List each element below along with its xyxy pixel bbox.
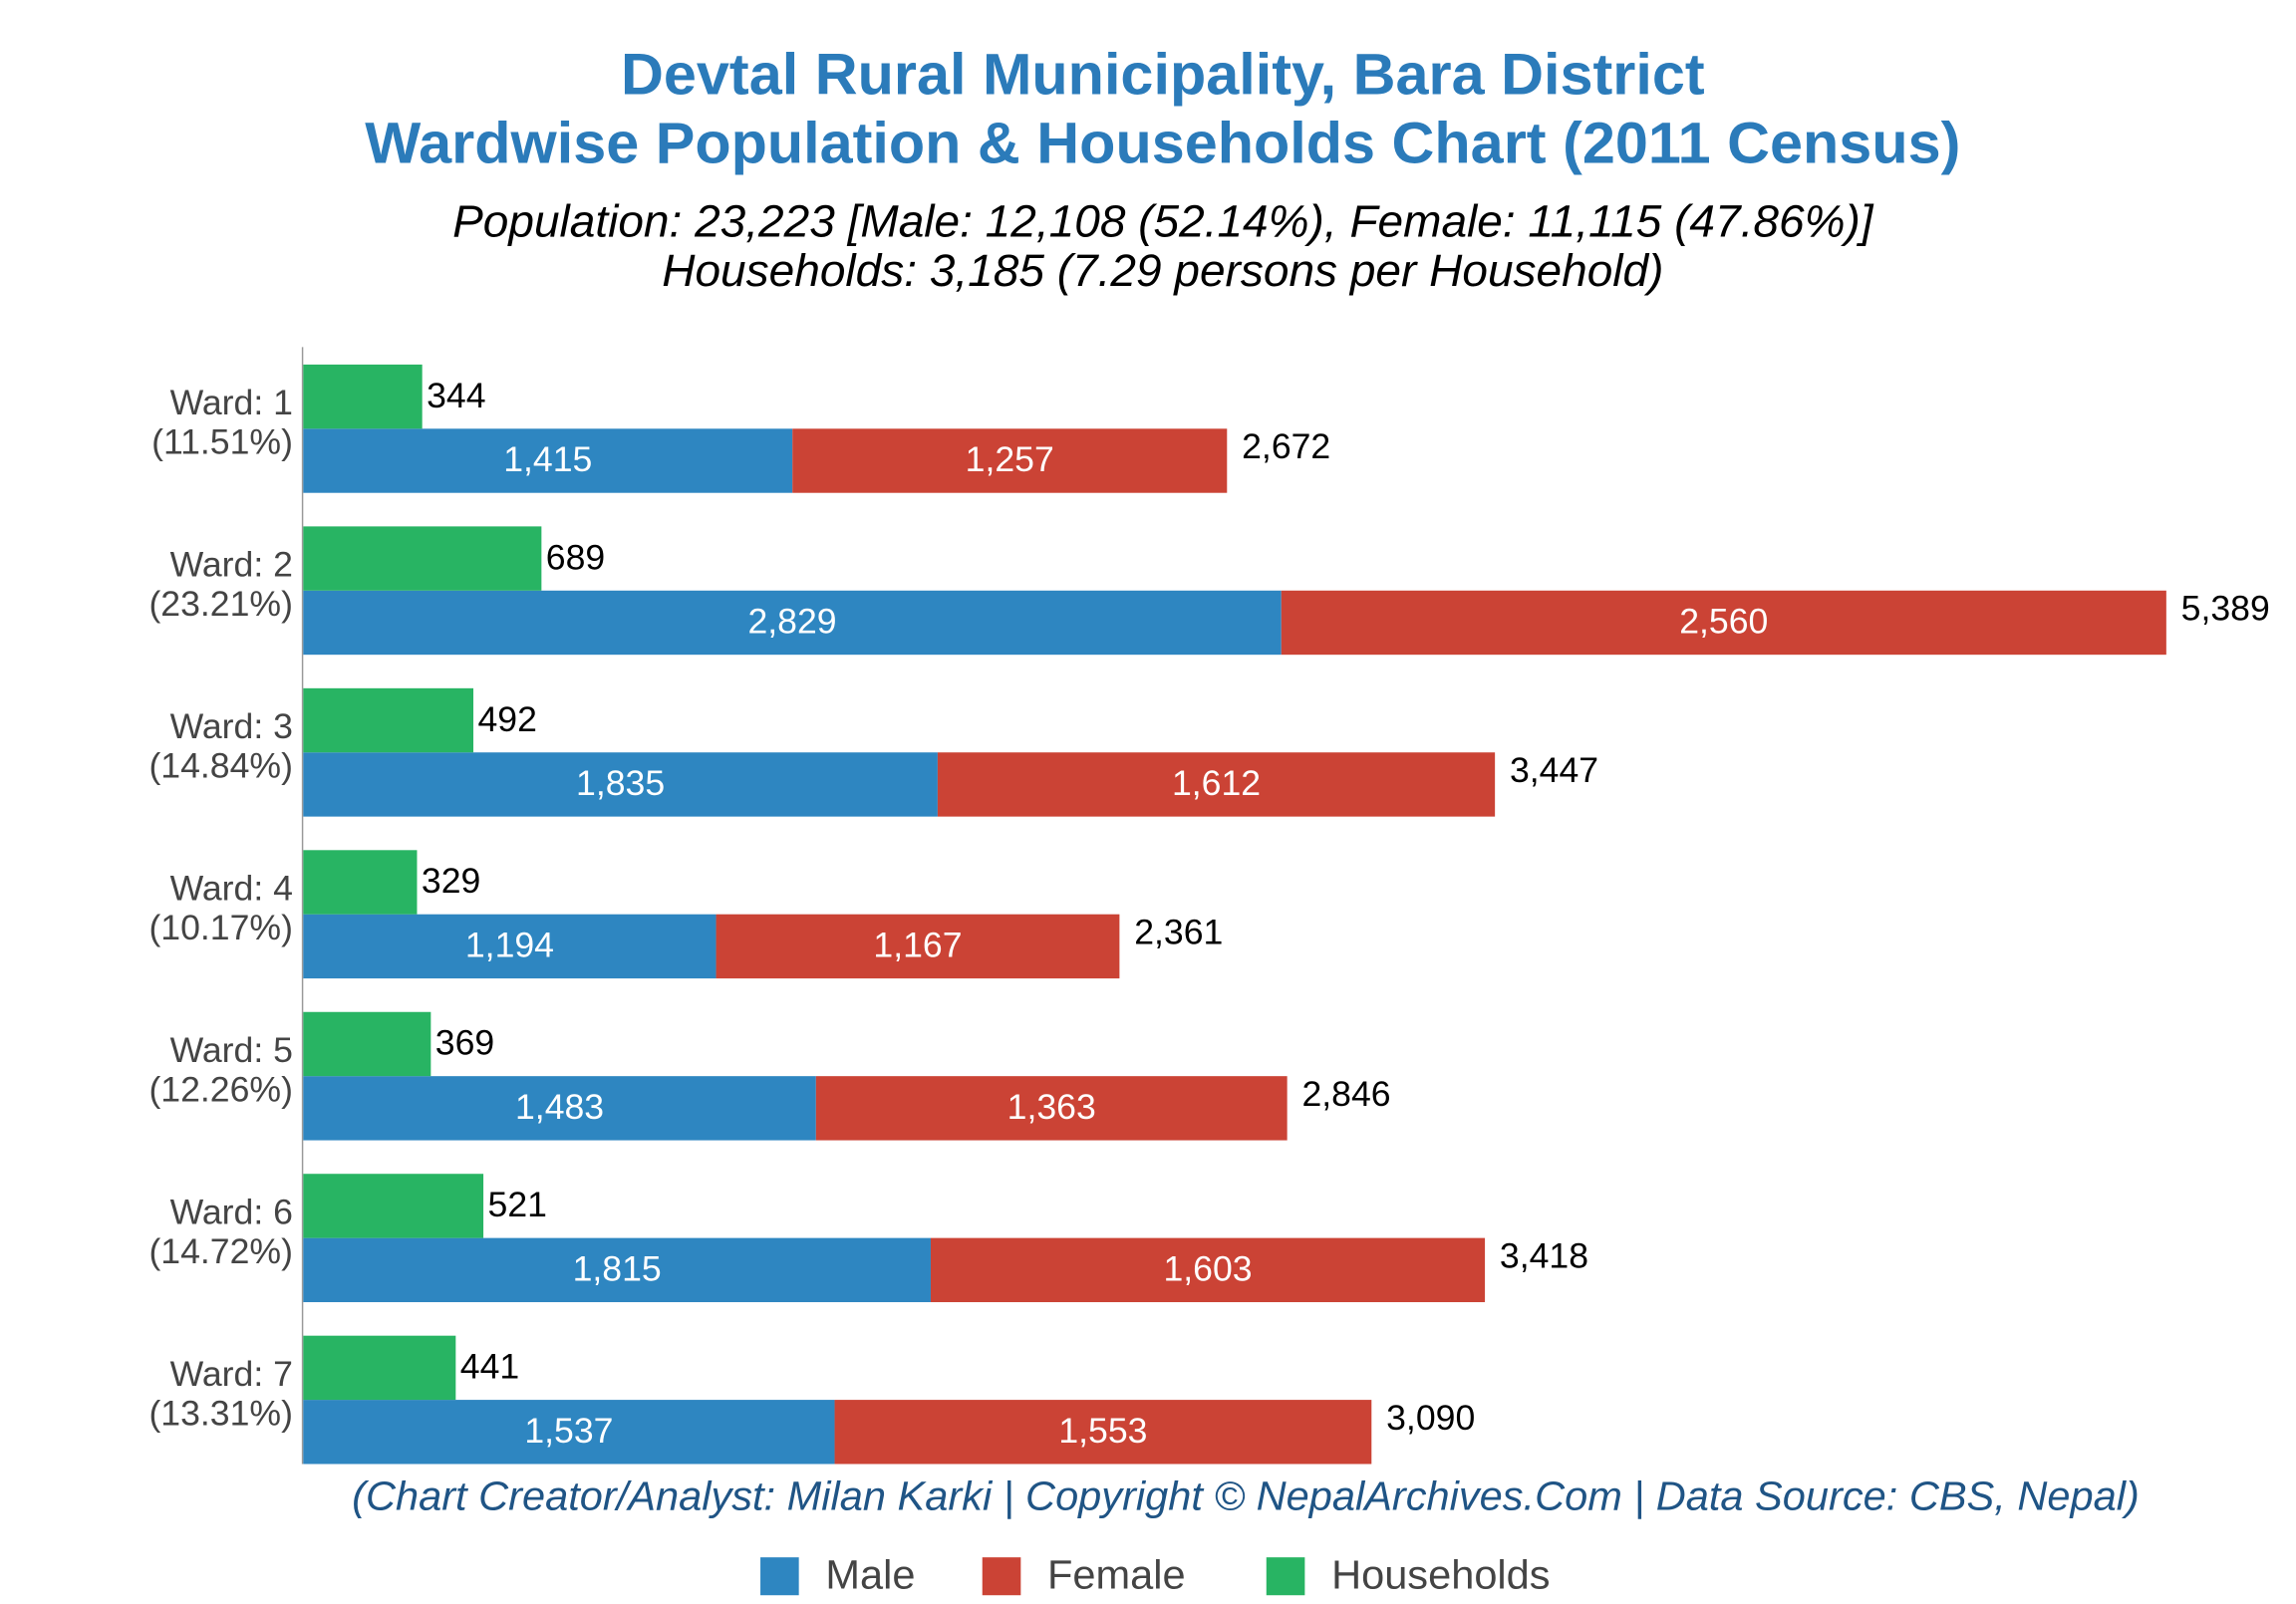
bar	[303, 590, 1282, 656]
bar	[303, 364, 423, 429]
y-tick-label: (13.31%)	[148, 1395, 292, 1434]
chart-subtitle: Population: 23,223 [Male: 12,108 (52.14%…	[452, 196, 1874, 247]
data-label: 344	[427, 377, 485, 415]
bar	[937, 752, 1496, 817]
y-tick-label: Ward: 2	[170, 546, 293, 585]
data-label: 492	[477, 700, 536, 739]
bar	[303, 1174, 484, 1238]
y-tick-label: Ward: 6	[170, 1194, 293, 1232]
bar	[303, 1076, 816, 1141]
bar	[303, 428, 793, 493]
data-label: 521	[488, 1186, 547, 1224]
data-label: 441	[460, 1348, 519, 1387]
bar	[716, 914, 1120, 979]
bar	[303, 526, 542, 591]
data-label: 1,815	[573, 1250, 662, 1289]
legend-label: Female	[1047, 1552, 1186, 1598]
bar	[303, 752, 938, 817]
data-label: 2,560	[1679, 603, 1768, 642]
chart-title: Devtal Rural Municipality, Bara District	[621, 43, 1705, 108]
y-tick-label: (12.26%)	[148, 1071, 292, 1110]
y-tick-label: (10.17%)	[148, 909, 292, 947]
total-label: 2,361	[1134, 914, 1223, 952]
bar	[1281, 590, 2166, 656]
y-tick-label: Ward: 3	[170, 707, 293, 746]
y-tick-label: (14.84%)	[148, 747, 292, 786]
legend-swatch	[982, 1557, 1021, 1596]
data-label: 329	[422, 862, 480, 901]
bar	[303, 1400, 835, 1465]
data-label: 1,257	[966, 440, 1054, 479]
total-label: 2,846	[1301, 1075, 1390, 1114]
bar	[303, 914, 717, 979]
y-tick-label: Ward: 4	[170, 870, 293, 909]
bar	[303, 1335, 456, 1401]
total-label: 5,389	[2181, 590, 2270, 629]
legend-swatch	[1266, 1557, 1305, 1596]
legend-label: Households	[1331, 1552, 1550, 1598]
legend-label: Male	[825, 1552, 915, 1598]
data-label: 369	[435, 1024, 494, 1063]
y-tick-label: Ward: 7	[170, 1355, 293, 1394]
chart-subtitle: Households: 3,185 (7.29 persons per Hous…	[662, 245, 1663, 296]
bar	[834, 1400, 1372, 1465]
bar	[815, 1076, 1288, 1141]
data-label: 1,612	[1172, 764, 1261, 803]
total-label: 2,672	[1242, 427, 1330, 466]
y-tick-label: Ward: 1	[170, 384, 293, 422]
bar	[303, 687, 474, 753]
annotation: (Chart Creator/Analyst: Milan Karki | Co…	[352, 1473, 2140, 1519]
data-label: 1,363	[1007, 1088, 1096, 1127]
total-label: 3,418	[1500, 1237, 1588, 1276]
bar	[792, 428, 1228, 493]
bar	[303, 1237, 931, 1303]
legend-swatch	[760, 1557, 799, 1596]
data-label: 1,603	[1163, 1250, 1252, 1289]
data-label: 1,415	[503, 440, 592, 479]
chart-title: Wardwise Population & Households Chart (…	[365, 112, 1960, 176]
data-label: 689	[546, 539, 605, 578]
total-label: 3,090	[1386, 1399, 1475, 1438]
data-label: 1,553	[1058, 1412, 1147, 1451]
data-label: 1,835	[576, 764, 665, 803]
y-tick-label: (23.21%)	[148, 585, 292, 624]
total-label: 3,447	[1510, 751, 1598, 790]
bar	[930, 1237, 1486, 1303]
data-label: 1,194	[465, 927, 554, 965]
bar	[303, 850, 418, 915]
data-label: 2,829	[747, 603, 836, 642]
bar	[303, 1011, 431, 1077]
y-tick-label: Ward: 5	[170, 1031, 293, 1070]
data-label: 1,483	[515, 1088, 604, 1127]
y-tick-label: (14.72%)	[148, 1232, 292, 1271]
data-label: 1,537	[524, 1412, 613, 1451]
data-label: 1,167	[873, 927, 962, 965]
y-tick-label: (11.51%)	[151, 423, 293, 462]
